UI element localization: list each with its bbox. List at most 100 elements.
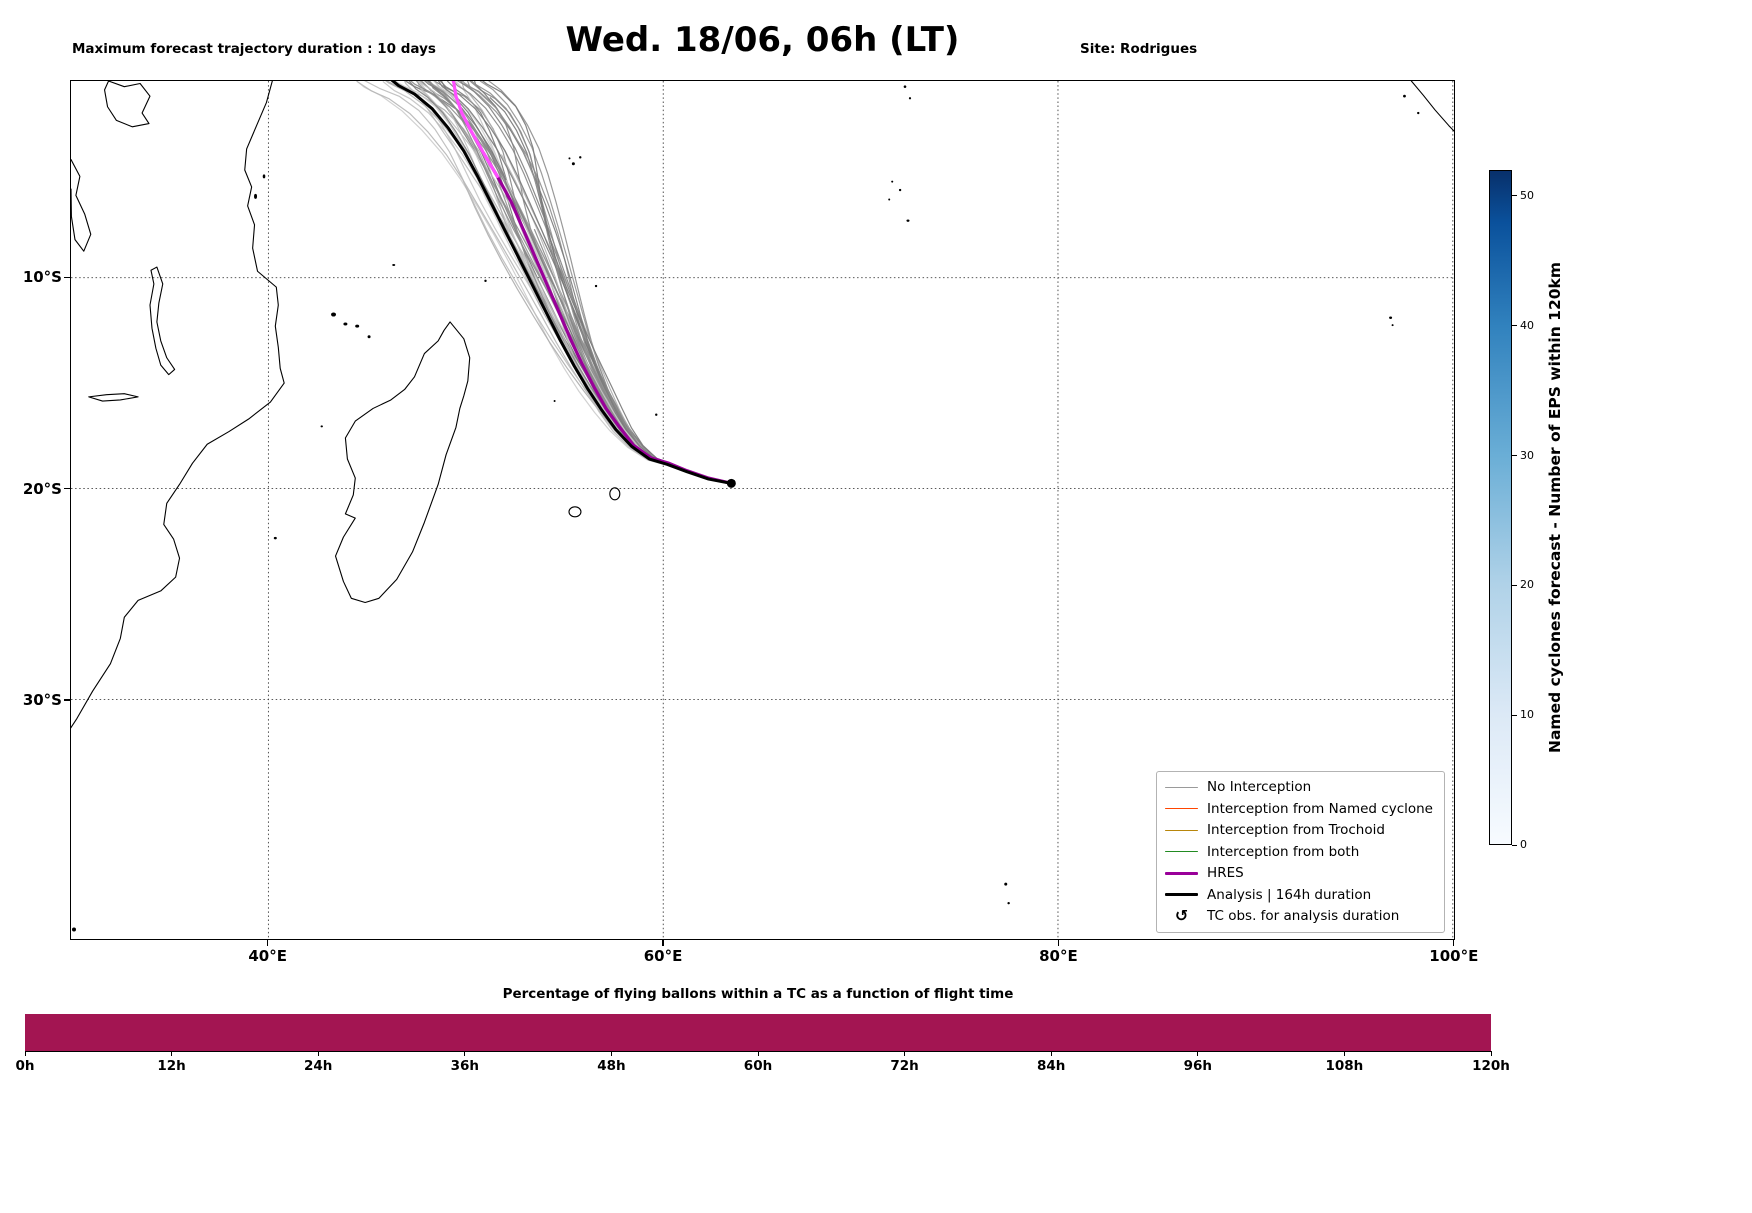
page-title: Wed. 18/06, 06h (LT) <box>565 20 960 60</box>
island-praslin <box>579 156 582 159</box>
legend-item-interception-from-named-cyclone: Interception from Named cyclone <box>1165 798 1433 820</box>
hres-trajectory-highlight <box>451 81 499 178</box>
flight-tick-label-36h: 36h <box>450 1058 479 1074</box>
legend-label: Interception from Named cyclone <box>1207 800 1433 817</box>
flight-tick-mark-72h <box>904 1051 906 1056</box>
flight-bar-segment-108h <box>1224 1014 1358 1051</box>
flight-tick-mark-120h <box>1490 1051 1492 1056</box>
flight-bar-segment-0h <box>25 1014 159 1051</box>
legend-label: HRES <box>1207 865 1244 882</box>
legend-label: Interception from both <box>1207 843 1360 860</box>
flight-tick-label-12h: 12h <box>157 1058 186 1074</box>
lat-tick-label-10: 10°S <box>22 268 62 287</box>
ensemble-member <box>440 81 732 484</box>
legend-item-analysis-164h-duration: Analysis | 164h duration <box>1165 884 1433 906</box>
island-mahe <box>571 162 575 166</box>
flight-tick-label-108h: 108h <box>1325 1058 1364 1074</box>
ensemble-member <box>394 81 732 484</box>
coastline-madagascar <box>334 321 471 604</box>
island-moheli <box>343 322 348 326</box>
colorbar-tick-label-30: 30 <box>1520 448 1534 462</box>
flight-tick-mark-60h <box>757 1051 759 1056</box>
colorbar-gradient <box>1490 171 1511 844</box>
island-maldives-atoll <box>908 97 912 100</box>
island-aldabra <box>392 263 396 266</box>
legend-item-interception-from-trochoid: Interception from Trochoid <box>1165 820 1433 842</box>
colorbar-label: Named cyclones forecast - Number of EPS … <box>1546 262 1564 753</box>
lon-tick-mark-60 <box>662 940 664 946</box>
coastline-lake-tanganyika <box>71 158 92 252</box>
island-amsterdam <box>1004 882 1008 886</box>
colorbar-tick-label-40: 40 <box>1520 318 1534 332</box>
flight-bar-segment-84h <box>957 1014 1092 1051</box>
flight-tick-mark-12h <box>171 1051 173 1056</box>
flight-tick-mark-48h <box>610 1051 612 1056</box>
flight-bar-segment-24h <box>291 1014 425 1051</box>
colorbar-tick-mark-50 <box>1512 195 1517 197</box>
colorbar-tick-mark-20 <box>1512 584 1517 586</box>
legend-item-tc-obs-for-analysis-duration: ↺ TC obs. for analysis duration <box>1165 906 1433 928</box>
legend-line-sample-icon <box>1165 851 1199 853</box>
island-diego-garcia <box>906 219 910 222</box>
flight-bar-segment-48h <box>558 1014 692 1051</box>
ensemble-member <box>459 81 732 484</box>
flight-chart-title: Percentage of flying ballons within a TC… <box>502 986 1014 1002</box>
legend-line-icon <box>1165 851 1199 853</box>
ensemble-member <box>470 81 732 484</box>
island-chagos-2 <box>898 188 902 192</box>
island-grande-comore <box>331 312 337 317</box>
flight-bar-segment-120h <box>1357 1014 1491 1051</box>
colorbar-tick-label-10: 10 <box>1520 708 1534 722</box>
flight-tick-mark-24h <box>317 1051 319 1056</box>
legend-item-hres: HRES <box>1165 863 1433 885</box>
lon-tick-mark-40 <box>267 940 269 946</box>
island-europa <box>273 536 277 540</box>
legend-label: Analysis | 164h duration <box>1207 886 1372 903</box>
grid-layer <box>71 81 1454 939</box>
flight-tick-label-24h: 24h <box>303 1058 333 1074</box>
tc-obs-start-marker <box>726 478 736 488</box>
legend-line-sample-icon <box>1165 893 1199 897</box>
island-anjouan <box>355 324 360 328</box>
ensemble-member <box>418 81 732 484</box>
map-canvas <box>71 81 1454 939</box>
legend-line-sample-icon <box>1165 871 1199 875</box>
legend-item-interception-from-both: Interception from both <box>1165 841 1433 863</box>
legend-label: Interception from Trochoid <box>1207 822 1385 839</box>
legend-line-sample-icon <box>1165 808 1199 810</box>
legend-label: TC obs. for analysis duration <box>1207 908 1400 925</box>
flight-tick-mark-84h <box>1050 1051 1052 1056</box>
legend-line-icon <box>1165 871 1199 875</box>
ensemble-member <box>456 81 732 484</box>
tc-obs-symbol-icon: ↺ <box>1165 908 1198 924</box>
colorbar-tick-label-0: 0 <box>1520 838 1527 851</box>
lat-tick-mark-10 <box>64 276 70 278</box>
island-farquhar <box>484 279 487 283</box>
lat-tick-label-20: 20°S <box>22 479 62 498</box>
ensemble-member <box>385 81 732 484</box>
colorbar-tick-label-20: 20 <box>1520 578 1534 592</box>
flight-tick-mark-108h <box>1343 1051 1345 1056</box>
ensemble-member <box>355 81 732 484</box>
coastline-cahora-bassa <box>88 393 139 402</box>
colorbar-tick-mark-0 <box>1512 844 1517 846</box>
site-line: Site: Rodrigues <box>1080 41 1198 58</box>
param-line-duration: Maximum forecast trajectory duration : 1… <box>72 41 436 58</box>
flight-tick-label-84h: 84h <box>1036 1058 1066 1074</box>
lon-tick-label-100: 100°E <box>1429 947 1479 965</box>
island-mentawai-1 <box>1403 94 1406 98</box>
hres-trajectory <box>482 151 733 485</box>
coastline-lake-malawi <box>149 266 176 376</box>
island-maldives-south <box>903 85 907 88</box>
colorbar-tick-mark-30 <box>1512 455 1517 457</box>
colorbar-tick-mark-40 <box>1512 325 1517 327</box>
legend-line-sample-icon <box>1165 786 1199 788</box>
island-chagos-3 <box>888 198 891 201</box>
island-st-brandon <box>655 413 658 416</box>
island-reunion <box>568 506 582 518</box>
ensemble-member <box>469 81 732 484</box>
island-silhouette <box>568 157 571 160</box>
flight-tick-mark-0h <box>24 1051 26 1056</box>
rotate-ccw-icon: ↺ <box>1174 906 1189 926</box>
